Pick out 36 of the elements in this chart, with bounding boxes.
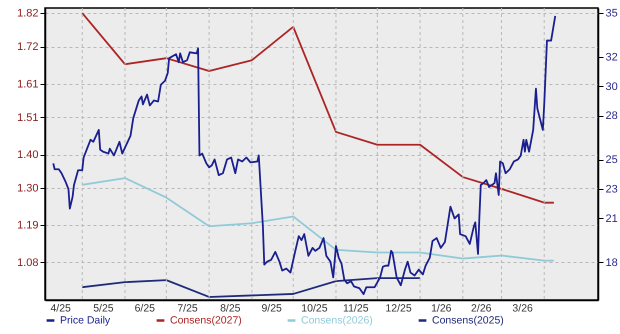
line-series [81, 12, 555, 204]
x-tick-label: 11/25 [343, 302, 369, 314]
x-tick-label: 4/25 [50, 302, 72, 314]
x-tick-label: 3/26 [512, 302, 534, 314]
legend-label: Price Daily [60, 314, 111, 326]
legend-label: Consens(2027) [170, 314, 242, 326]
legend-label: Consens(2026) [301, 314, 373, 326]
y2-tick-label: 35 [606, 7, 618, 20]
line-series [52, 15, 556, 296]
x-tick-label: 12/25 [385, 302, 412, 314]
x-tick-label: 1/26 [431, 302, 452, 314]
x-tick-label: 8/25 [220, 302, 241, 314]
x-tick-label: 5/25 [93, 302, 114, 314]
y-tick-label: 1.08 [17, 256, 38, 269]
y-tick-label: 1.61 [17, 78, 38, 90]
y2-tick-label: 28 [606, 110, 618, 122]
y2-tick-label: 18 [606, 256, 618, 269]
x-tick-label: 7/25 [177, 302, 198, 314]
y-tick-label: 1.82 [17, 8, 38, 20]
line-series [81, 277, 421, 298]
y2-tick-label: 30 [606, 80, 618, 93]
y2-tick-label: 21 [606, 212, 618, 225]
y-tick-label: 1.19 [17, 220, 38, 232]
y2-tick-label: 32 [606, 52, 618, 64]
x-tick-label: 9/25 [261, 302, 282, 314]
y2-tick-label: 25 [606, 154, 618, 166]
y2-tick-label: 23 [606, 184, 618, 196]
y-tick-label: 1.72 [17, 41, 38, 54]
y-tick-label: 1.30 [17, 182, 38, 195]
y-tick-label: 1.51 [17, 112, 38, 124]
x-tick-label: 6/25 [134, 302, 156, 314]
x-tick-label: 10/25 [301, 302, 328, 314]
line-series [81, 177, 555, 262]
x-tick-label: 2/26 [471, 302, 492, 314]
legend-label: Consens(2025) [432, 314, 504, 326]
y-tick-label: 1.40 [17, 149, 38, 162]
